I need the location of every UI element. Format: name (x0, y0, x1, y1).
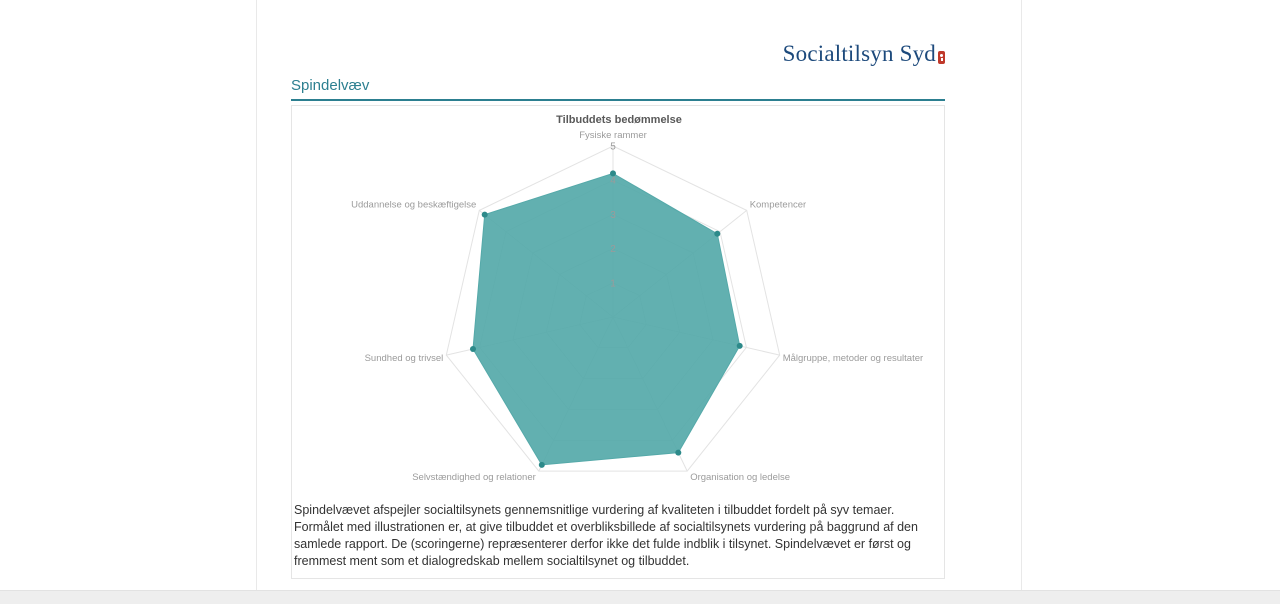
page-footer-strip (0, 590, 1280, 604)
logo-text: Socialtilsyn Syd (782, 41, 936, 66)
chart-description: Spindelvævet afspejler socialtilsynets g… (294, 503, 918, 568)
logo-badge-icon (938, 51, 945, 64)
radar-tick-label: 5 (610, 142, 616, 153)
radar-axis-label: Organisation og ledelse (690, 472, 790, 483)
radar-tick-label: 4 (610, 176, 616, 187)
radar-axis-label: Kompetencer (750, 199, 807, 210)
radar-series-point (610, 170, 616, 177)
radar-series-point (714, 230, 721, 237)
radar-series-polygon (472, 172, 741, 466)
chart-title: Tilbuddets bedømmelse (556, 114, 682, 126)
radar-series-point (481, 211, 488, 218)
page-title: Spindelvæv (291, 77, 945, 101)
radar-axis-label: Selvstændighed og relationer (412, 472, 536, 483)
report-content: Socialtilsyn Syd Spindelvæv Tilbuddets b… (291, 0, 945, 579)
radar-series-point (538, 461, 545, 468)
radar-tick-label: 2 (610, 244, 616, 255)
radar-series-point (736, 342, 743, 349)
radar-axis-label: Uddannelse og beskæftigelse (351, 199, 476, 210)
radar-series-point (675, 449, 682, 456)
radar-axis-label: Sundhed og trivsel (365, 353, 444, 364)
radar-tick-label: 1 (610, 278, 616, 289)
radar-axis-label: Fysiske rammer (579, 130, 647, 141)
report-page: Socialtilsyn Syd Spindelvæv Tilbuddets b… (256, 0, 1022, 590)
logo: Socialtilsyn Syd (291, 0, 945, 65)
radar-axis-label: Målgruppe, metoder og resultater (783, 353, 923, 364)
radar-series-point (470, 346, 476, 352)
chart-container: Tilbuddets bedømmelse 1 2 3 4 5 Fysiske rammer… (291, 105, 945, 579)
radar-tick-label: 3 (610, 210, 616, 221)
radar-grid-ring (445, 145, 781, 472)
